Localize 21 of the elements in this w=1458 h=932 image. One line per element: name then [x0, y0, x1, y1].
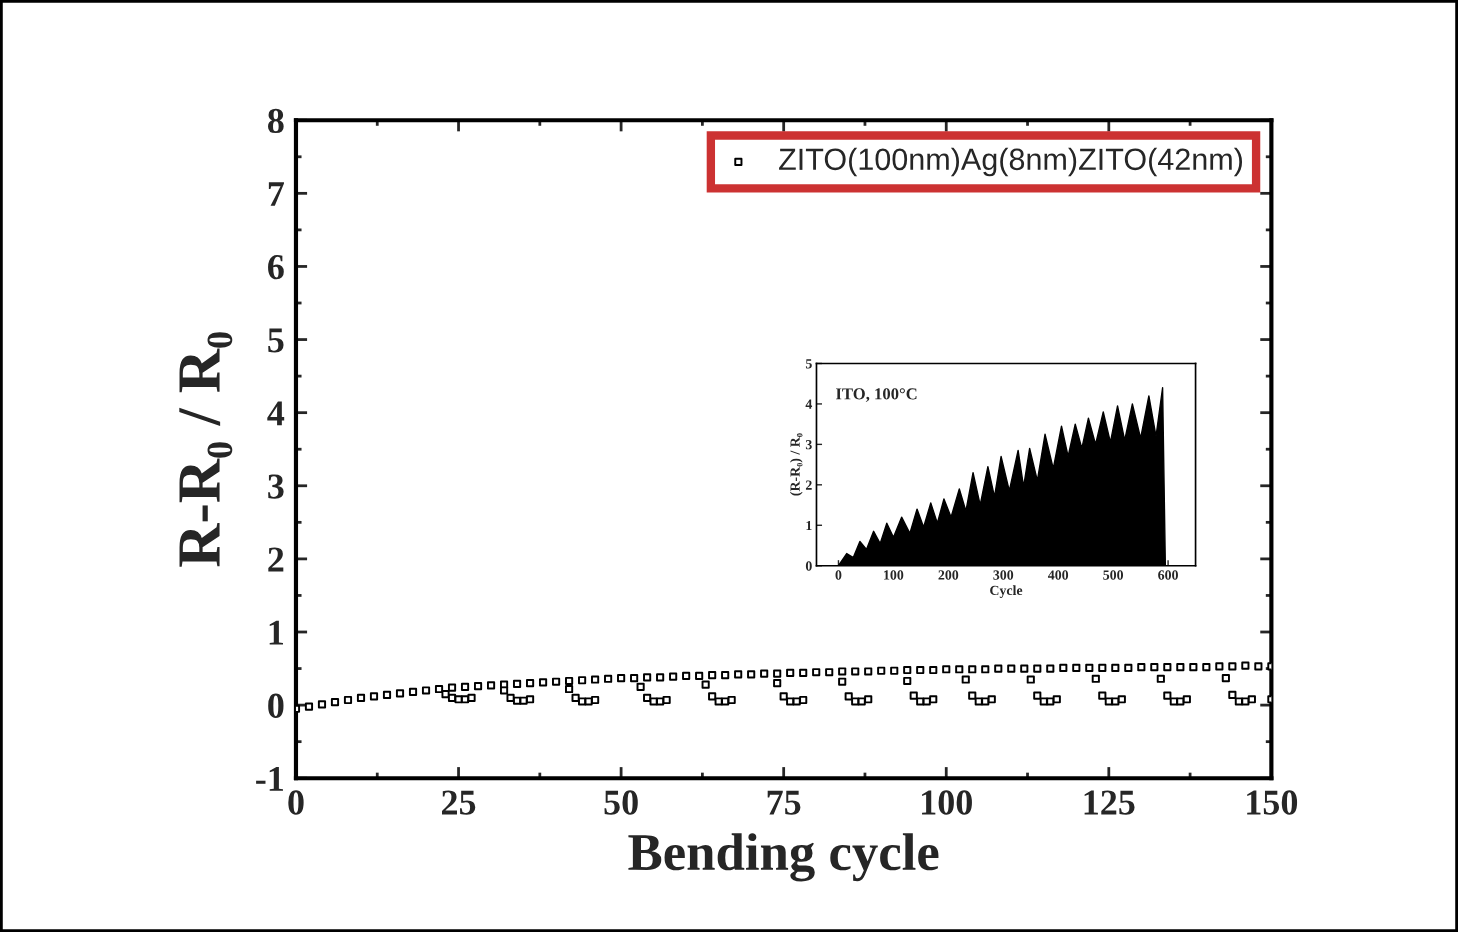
y-axis-title: R-R₀ / R₀: [179, 332, 233, 567]
y-tick-label: -1: [256, 766, 283, 791]
x-tick-label: 75: [767, 790, 801, 815]
x-tick-label: 25: [442, 790, 476, 815]
y-tick-label: 2: [268, 547, 284, 572]
y-tick-label: 5: [268, 328, 284, 353]
y-tick-label: 0: [268, 693, 284, 718]
y-tick-label: 7: [268, 182, 284, 206]
x-tick-label: 125: [1084, 790, 1135, 815]
y-tick-label: 8: [268, 108, 284, 134]
legend-label: ZITO(100nm)Ag(8nm)ZITO(42nm): [779, 147, 1243, 177]
x-tick-label: 100: [922, 790, 972, 815]
y-tick-label: 4: [267, 401, 285, 426]
y-tick-label: 3: [268, 474, 284, 499]
x-tick-label: 0: [288, 790, 304, 815]
y-tick-label: 6: [268, 255, 284, 280]
x-tick-label: 150: [1247, 790, 1298, 815]
x-axis-title: Bending cycle: [628, 833, 939, 882]
annotation: ITO, 100°C: [836, 388, 917, 402]
x-tick-label: 50: [604, 790, 638, 815]
y-tick-label: 1: [269, 620, 283, 645]
